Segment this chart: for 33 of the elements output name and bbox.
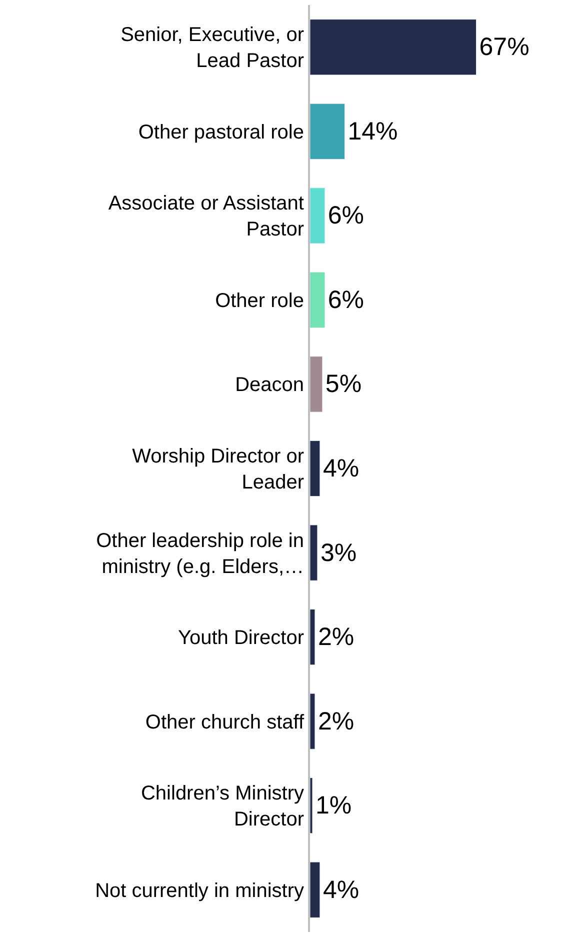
- y-tick-label: Other leadership role in ministry (e.g. Elders,…: [96, 530, 304, 578]
- bar: [310, 103, 345, 160]
- data-label: 14%: [348, 117, 398, 146]
- data-label: 4%: [322, 454, 360, 482]
- bar: [310, 440, 320, 497]
- y-tick-label: Associate or Assistant Pastor: [108, 192, 304, 241]
- y-tick-label: Youth Director: [178, 627, 304, 650]
- y-tick-label: Other role: [215, 290, 304, 312]
- bar: [310, 778, 313, 834]
- y-tick-label: Deacon: [235, 374, 304, 396]
- bar: [310, 272, 326, 328]
- y-tick-label: Senior, Executive, or Lead Pastor: [120, 24, 304, 72]
- data-label: 1%: [315, 792, 352, 820]
- y-tick-label: Other church staff: [145, 711, 304, 734]
- bar: [310, 862, 320, 918]
- y-tick-label: Children’s Ministry Director: [140, 782, 304, 831]
- data-label: 2%: [318, 707, 354, 736]
- bar: [310, 356, 323, 412]
- y-tick-label: Worship Director or Leader: [132, 446, 304, 494]
- bar: [310, 524, 318, 581]
- data-label: 2%: [318, 623, 354, 652]
- data-label: 5%: [325, 370, 362, 398]
- bar: [310, 19, 476, 76]
- data-label: 4%: [322, 876, 360, 904]
- y-tick-label: Not currently in ministry: [95, 880, 304, 902]
- bar: [310, 608, 316, 666]
- data-label: 6%: [328, 286, 364, 314]
- bar: [310, 188, 326, 244]
- bar: [310, 693, 316, 750]
- data-label: 6%: [328, 202, 364, 230]
- data-label: 3%: [320, 538, 357, 567]
- data-label: 67%: [479, 33, 530, 62]
- y-tick-label: Other pastoral role: [138, 121, 304, 144]
